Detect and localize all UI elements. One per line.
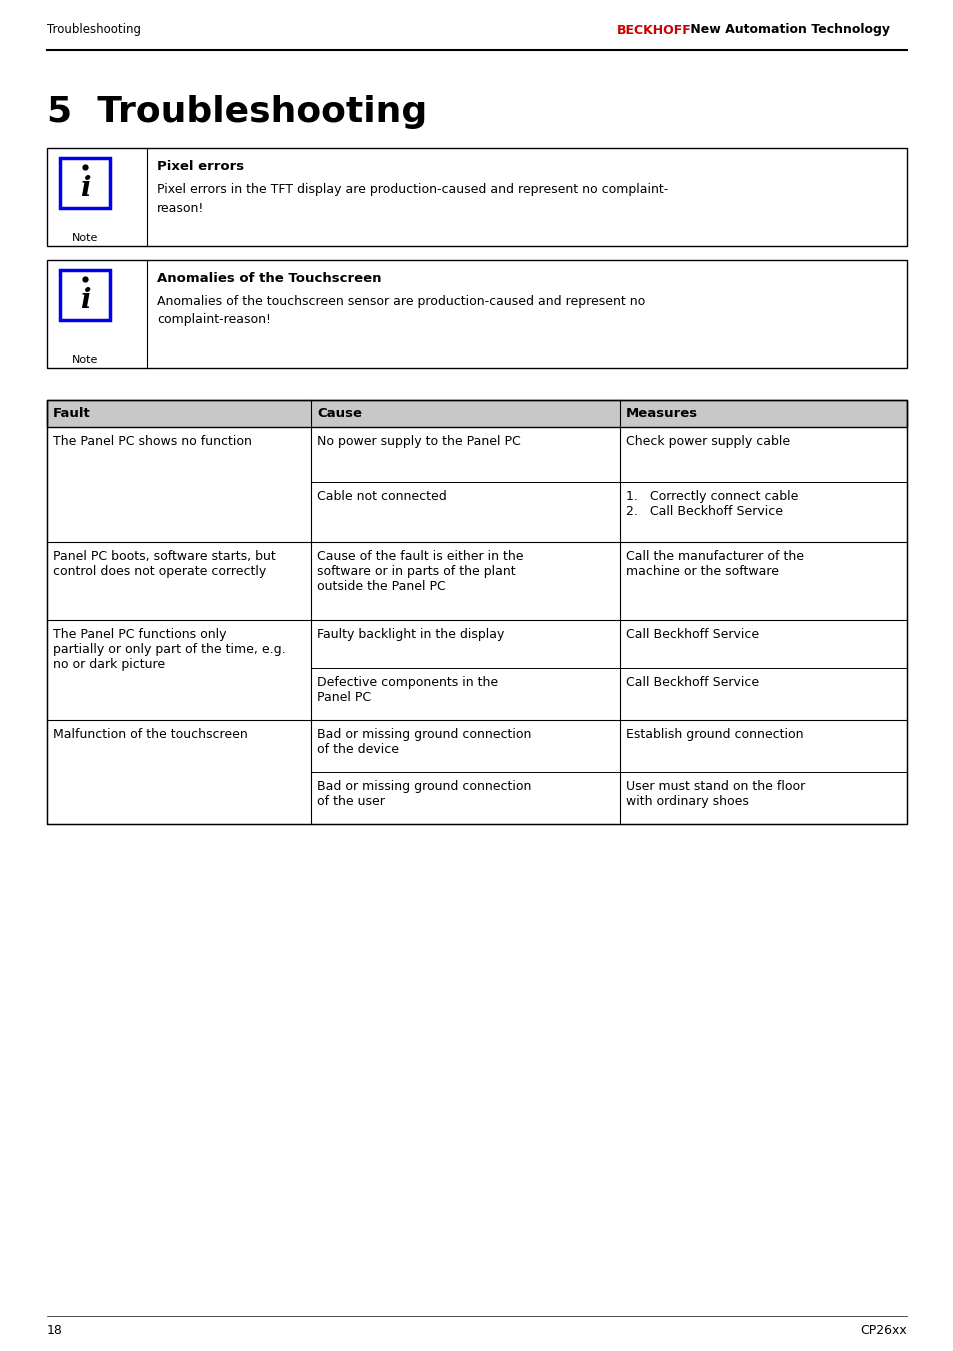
Text: Note: Note [71,355,98,365]
Text: Pixel errors in the TFT display are production-caused and represent no complaint: Pixel errors in the TFT display are prod… [157,182,667,215]
Text: Call Beckhoff Service: Call Beckhoff Service [625,676,759,689]
Text: CP26xx: CP26xx [860,1324,906,1336]
Text: 5  Troubleshooting: 5 Troubleshooting [47,95,427,128]
Bar [47,259,906,367]
Text: Pixel errors: Pixel errors [157,159,244,173]
Bar [47,400,906,824]
Text: Cause: Cause [316,407,361,420]
Text: Defective components in the
Panel PC: Defective components in the Panel PC [316,676,497,704]
Text: Establish ground connection: Establish ground connection [625,728,802,740]
Text: Note: Note [71,232,98,243]
Text: The Panel PC shows no function: The Panel PC shows no function [53,435,252,449]
Bar [60,158,110,208]
Text: Cable not connected: Cable not connected [316,490,446,503]
Text: Fault: Fault [53,407,91,420]
Text: i: i [80,288,91,315]
Text: Panel PC boots, software starts, but
control does not operate correctly: Panel PC boots, software starts, but con… [53,550,275,578]
Bar [47,400,906,427]
Text: Bad or missing ground connection
of the user: Bad or missing ground connection of the … [316,780,531,808]
Text: Check power supply cable: Check power supply cable [625,435,789,449]
Text: User must stand on the floor
with ordinary shoes: User must stand on the floor with ordina… [625,780,804,808]
Text: 18: 18 [47,1324,63,1336]
Text: Call the manufacturer of the
machine or the software: Call the manufacturer of the machine or … [625,550,803,578]
Text: Anomalies of the Touchscreen: Anomalies of the Touchscreen [157,272,381,285]
Bar [60,270,110,320]
Text: Call Beckhoff Service: Call Beckhoff Service [625,628,759,640]
Text: Bad or missing ground connection
of the device: Bad or missing ground connection of the … [316,728,531,757]
Text: Malfunction of the touchscreen: Malfunction of the touchscreen [53,728,248,740]
Text: Faulty backlight in the display: Faulty backlight in the display [316,628,504,640]
Text: Troubleshooting: Troubleshooting [47,23,141,36]
Text: i: i [80,176,91,203]
Text: Cause of the fault is either in the
software or in parts of the plant
outside th: Cause of the fault is either in the soft… [316,550,523,593]
Text: 1.   Correctly connect cable
2.   Call Beckhoff Service: 1. Correctly connect cable 2. Call Beckh… [625,490,798,517]
Bar [47,400,906,427]
Text: BECKHOFF: BECKHOFF [617,23,691,36]
Text: Anomalies of the touchscreen sensor are production-caused and represent no
compl: Anomalies of the touchscreen sensor are … [157,295,644,327]
Text: The Panel PC functions only
partially or only part of the time, e.g.
no or dark : The Panel PC functions only partially or… [53,628,285,671]
Bar [47,149,906,246]
Text: New Automation Technology: New Automation Technology [685,23,889,36]
Text: No power supply to the Panel PC: No power supply to the Panel PC [316,435,520,449]
Text: Measures: Measures [625,407,698,420]
